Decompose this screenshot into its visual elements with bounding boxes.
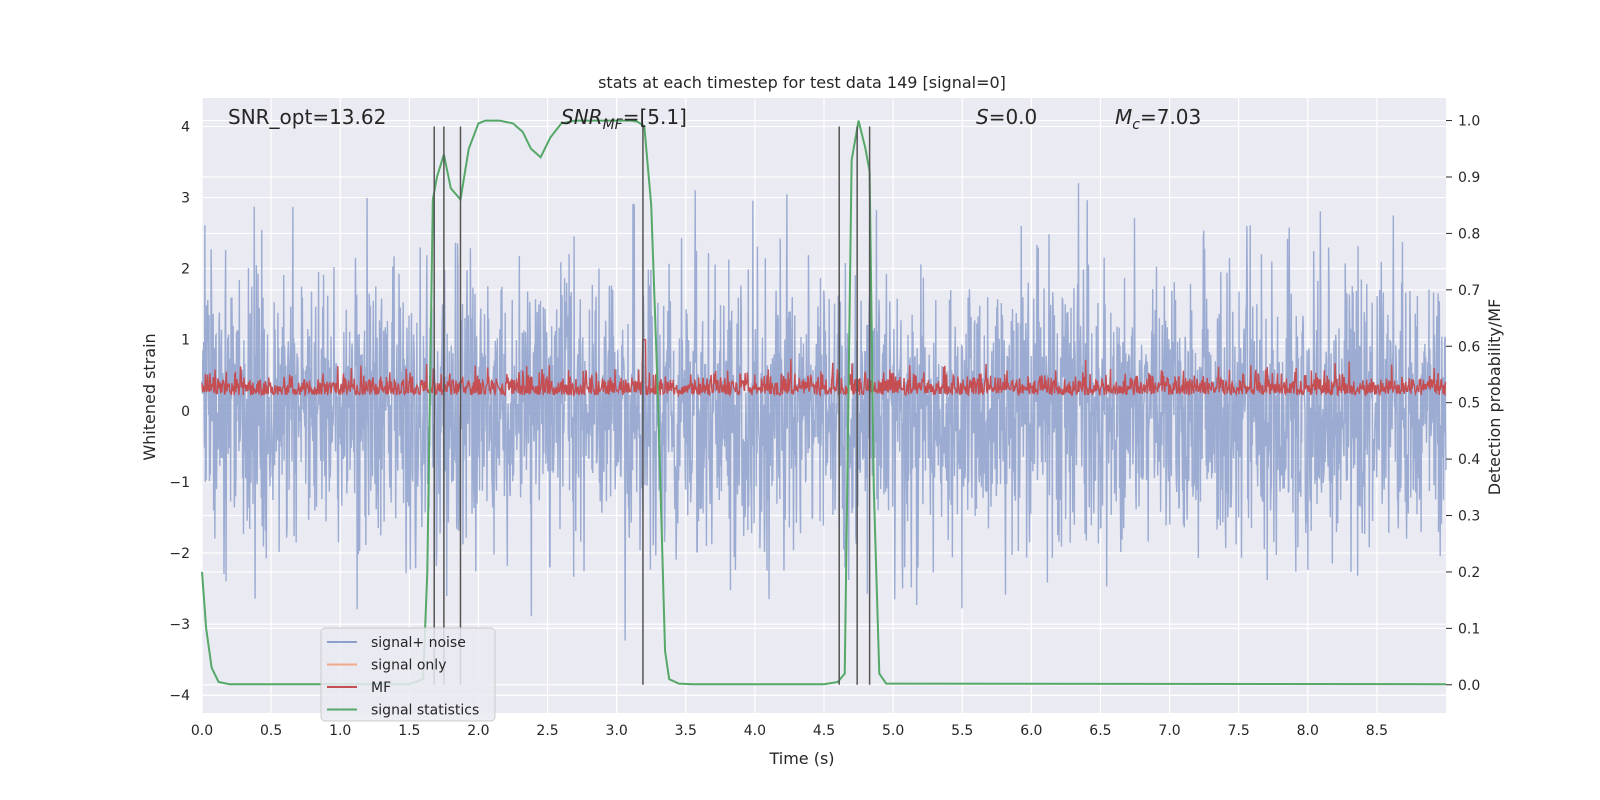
x-tick-label: 2.5 [536, 723, 558, 739]
x-tick-label: 4.0 [744, 723, 766, 739]
y-axis-label-left: Whitened strain [140, 333, 159, 460]
y-tick-label: 3 [181, 191, 190, 207]
legend-label: signal only [371, 658, 446, 674]
axes: 0.0 0.5 1.0 1.5 2.0 2.5 3.0 3.5 4.0 4.5 5.0 5.5 6.0 6… [169, 114, 1480, 739]
x-tick-label: 7.5 [1228, 723, 1250, 739]
x-tick-label: 3.0 [606, 723, 628, 739]
legend-label: MF [371, 680, 391, 696]
y-right-tick-label: 0.2 [1458, 565, 1480, 581]
x-axis-label: Time (s) [768, 749, 834, 768]
legend-label: signal statistics [371, 703, 479, 719]
x-tick-label: 8.5 [1366, 723, 1388, 739]
annotation-snr-opt: SNR_opt=13.62 [228, 105, 386, 129]
chart-title: stats at each timestep for test data 149… [598, 73, 1006, 92]
y-right-tick-label: 0.4 [1458, 452, 1480, 468]
x-tick-label: 5.0 [882, 723, 904, 739]
y-tick-label: −3 [169, 617, 190, 633]
y-right-tick-label: 0.8 [1458, 226, 1480, 242]
y-tick-label: −2 [169, 546, 190, 562]
x-tick-label: 0.5 [260, 723, 282, 739]
annotation-snr-mf: SNRMF=[5.1] [561, 105, 687, 133]
x-tick-label: 1.0 [329, 723, 351, 739]
x-tick-label: 5.5 [951, 723, 973, 739]
series-mf [201, 339, 1447, 398]
legend-frame [320, 627, 496, 722]
series-signal-statistics [201, 119, 1447, 686]
series-signal-noise [201, 183, 1447, 641]
y-right-tick-label: 0.5 [1458, 396, 1480, 412]
y-right-tick-label: 0.1 [1458, 621, 1480, 637]
x-tick-label: 1.5 [398, 723, 420, 739]
y-tick-label: −4 [169, 688, 190, 704]
vertical-markers [433, 126, 871, 685]
y-tick-label: 0 [181, 404, 190, 420]
x-tick-label: 0.0 [191, 723, 213, 739]
annotation-mc: Mc=7.03 [1115, 105, 1201, 133]
y-tick-label: −1 [169, 475, 190, 491]
legend: signal+ noise signal only MF signal statist… [320, 627, 496, 722]
y-tick-label: 4 [181, 119, 190, 135]
y-right-tick-label: 0.3 [1458, 509, 1480, 525]
y-tick-label: 2 [181, 262, 190, 278]
annotation-s: S=0.0 [976, 105, 1037, 129]
y-axis-label-right: Detection probability/MF [1485, 299, 1504, 496]
series-area [201, 119, 1447, 686]
y-right-tick-label: 0.0 [1458, 678, 1480, 694]
x-tick-label: 7.0 [1158, 723, 1180, 739]
x-tick-label: 6.0 [1020, 723, 1042, 739]
y-right-tick-label: 0.6 [1458, 339, 1480, 355]
x-tick-label: 2.0 [467, 723, 489, 739]
x-tick-label: 6.5 [1089, 723, 1111, 739]
x-tick-label: 4.5 [813, 723, 835, 739]
legend-label: signal+ noise [371, 635, 466, 651]
y-right-tick-label: 0.9 [1458, 170, 1480, 186]
y-right-tick-label: 1.0 [1458, 114, 1480, 130]
x-tick-label: 8.0 [1297, 723, 1319, 739]
x-tick-label: 3.5 [675, 723, 697, 739]
y-right-tick-label: 0.7 [1458, 283, 1480, 299]
y-tick-label: 1 [181, 333, 190, 349]
